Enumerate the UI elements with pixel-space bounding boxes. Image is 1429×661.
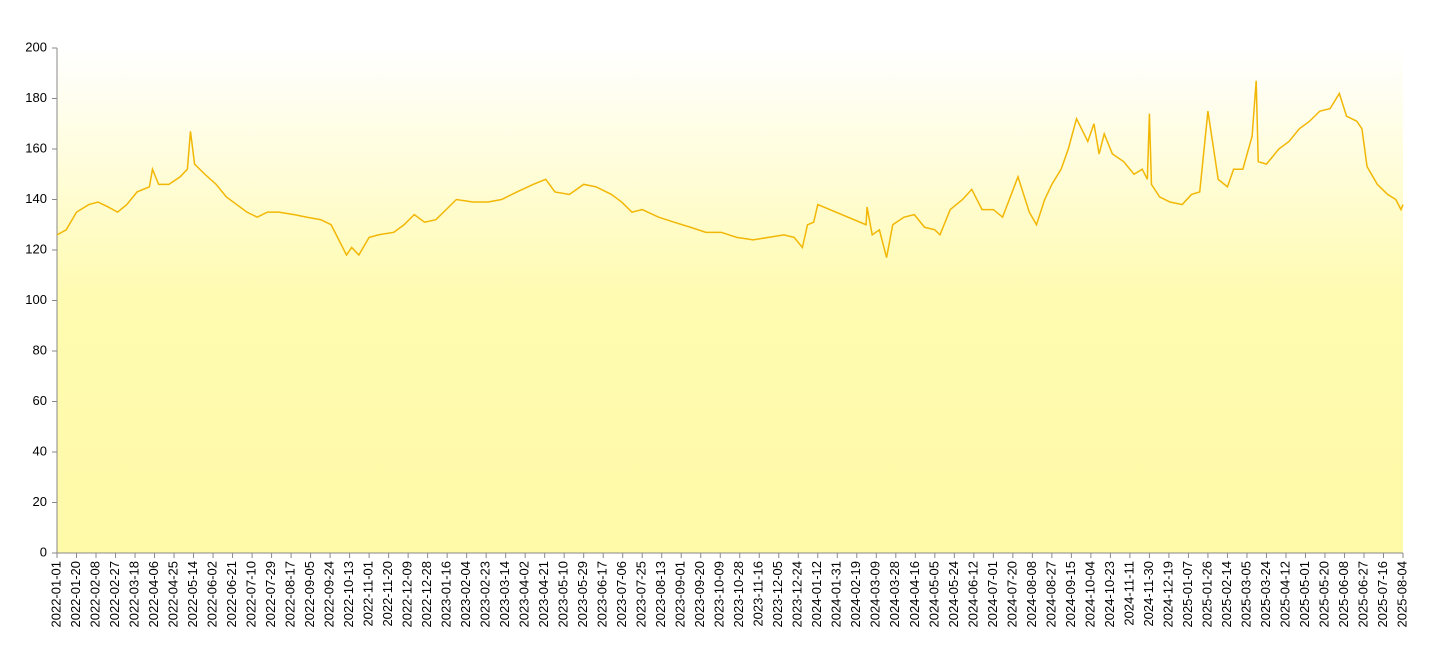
x-tick-label: 2025-01-26 (1199, 561, 1214, 628)
x-tick-label: 2023-07-06 (614, 561, 629, 628)
y-tick-label: 0 (40, 544, 47, 559)
x-tick-label: 2025-03-24 (1258, 561, 1273, 628)
x-tick-label: 2022-03-18 (126, 561, 141, 628)
y-tick-label: 200 (25, 39, 47, 54)
x-tick-label: 2023-12-24 (790, 561, 805, 628)
x-tick-label: 2023-02-04 (458, 561, 473, 628)
x-tick-label: 2022-09-05 (302, 561, 317, 628)
x-tick-label: 2024-10-23 (1102, 561, 1117, 628)
x-tick-label: 2024-03-28 (887, 561, 902, 628)
x-tick-label: 2022-09-24 (322, 561, 337, 628)
x-tick-label: 2023-05-29 (575, 561, 590, 628)
x-tick-label: 2024-12-19 (1160, 561, 1175, 628)
y-tick-label: 180 (25, 90, 47, 105)
x-tick-label: 2022-02-08 (87, 561, 102, 628)
x-tick-label: 2024-07-20 (1004, 561, 1019, 628)
x-tick-label: 2024-01-12 (809, 561, 824, 628)
x-tick-label: 2022-11-01 (361, 561, 376, 627)
x-tick-label: 2023-02-23 (478, 561, 493, 628)
x-tick-label: 2022-01-20 (68, 561, 83, 628)
x-tick-label: 2023-03-14 (497, 561, 512, 628)
x-tick-label: 2025-02-14 (1219, 561, 1234, 628)
x-tick-label: 2022-10-13 (341, 561, 356, 628)
y-tick-label: 140 (25, 191, 47, 206)
x-tick-label: 2025-03-05 (1238, 561, 1253, 628)
x-tick-label: 2023-01-16 (439, 561, 454, 628)
x-tick-label: 2022-01-01 (48, 561, 63, 628)
x-tick-label: 2022-02-27 (107, 561, 122, 628)
x-tick-label: 2022-07-10 (244, 561, 259, 628)
x-tick-label: 2022-06-02 (204, 561, 219, 628)
plot-area (57, 48, 1403, 553)
x-tick-label: 2025-06-08 (1336, 561, 1351, 628)
x-tick-label: 2022-05-14 (185, 561, 200, 628)
y-tick-label: 60 (33, 393, 47, 408)
x-tick-label: 2025-05-01 (1297, 561, 1312, 628)
x-tick-label: 2024-11-30 (1141, 561, 1156, 627)
x-tick-label: 2024-08-08 (1024, 561, 1039, 628)
x-tick-label: 2022-08-17 (283, 561, 298, 628)
x-tick-label: 2024-05-05 (926, 561, 941, 628)
x-tick-label: 2023-06-17 (595, 561, 610, 628)
x-tick-label: 2024-05-24 (946, 561, 961, 628)
x-tick-label: 2024-04-16 (907, 561, 922, 628)
x-tick-label: 2024-07-01 (985, 561, 1000, 628)
y-tick-label: 20 (33, 494, 47, 509)
x-tick-label: 2025-04-12 (1277, 561, 1292, 628)
x-tick-label: 2022-04-06 (146, 561, 161, 628)
x-tick-label: 2024-06-12 (965, 561, 980, 628)
x-tick-label: 2024-09-15 (1063, 561, 1078, 628)
x-tick-label: 2023-09-01 (673, 561, 688, 628)
x-tick-label: 2025-06-27 (1355, 561, 1370, 628)
x-tick-label: 2024-01-31 (829, 561, 844, 628)
x-tick-label: 2022-12-28 (419, 561, 434, 628)
x-tick-label: 2023-08-13 (653, 561, 668, 628)
x-tick-label: 2022-12-09 (400, 561, 415, 628)
y-tick-label: 80 (33, 342, 47, 357)
x-tick-label: 2023-05-10 (556, 561, 571, 628)
x-tick-label: 2023-10-28 (731, 561, 746, 628)
y-tick-label: 160 (25, 140, 47, 155)
x-tick-label: 2022-06-21 (224, 561, 239, 628)
x-tick-label: 2023-07-25 (634, 561, 649, 628)
y-tick-label: 40 (33, 443, 47, 458)
x-tick-label: 2025-07-16 (1375, 561, 1390, 628)
x-tick-label: 2024-02-19 (848, 561, 863, 628)
x-tick-label: 2023-12-05 (770, 561, 785, 628)
y-tick-label: 100 (25, 292, 47, 307)
x-tick-label: 2023-09-20 (692, 561, 707, 628)
x-tick-label: 2025-05-20 (1316, 561, 1331, 628)
x-tick-label: 2023-10-09 (712, 561, 727, 628)
x-tick-label: 2025-08-04 (1394, 561, 1409, 628)
x-tick-label: 2024-11-11 (1121, 561, 1136, 626)
data-line (56, 80, 1404, 258)
x-tick-label: 2023-04-21 (536, 561, 551, 628)
x-tick-label: 2024-08-27 (1043, 561, 1058, 628)
x-tick-label: 2025-01-07 (1180, 561, 1195, 628)
x-tick-label: 2023-11-16 (751, 561, 766, 627)
x-tick-label: 2023-04-02 (517, 561, 532, 628)
x-tick-label: 2024-03-09 (868, 561, 883, 628)
x-tick-label: 2022-04-25 (165, 561, 180, 628)
x-tick-label: 2022-07-29 (263, 561, 278, 628)
x-tick-label: 2024-10-04 (1082, 561, 1097, 628)
y-tick-label: 120 (25, 241, 47, 256)
x-tick-label: 2022-11-20 (380, 561, 395, 627)
